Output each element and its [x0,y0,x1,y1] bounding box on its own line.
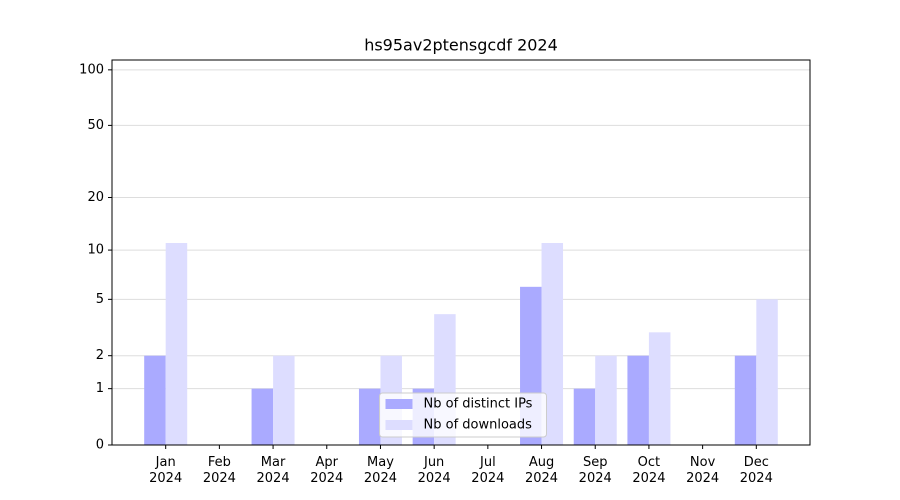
bar [541,243,564,445]
legend: Nb of distinct IPs Nb of downloads [379,392,547,438]
chart-title: hs95av2ptensgcdf 2024 [364,36,558,55]
bar [648,332,671,445]
x-tick-label: Sep 2024 [579,455,612,486]
bar [358,388,381,445]
y-tick-label: 100 [79,62,104,77]
x-tick-label: May 2024 [364,455,397,486]
bar [627,355,649,445]
x-tick-label: Dec 2024 [740,455,773,486]
y-tick-label: 2 [96,348,104,363]
x-tick-label: Mar 2024 [257,455,290,486]
legend-label: Nb of downloads [424,418,533,433]
plot-frame [111,59,811,446]
bar [165,243,188,445]
y-tick-label: 1 [96,381,104,396]
x-tick-label: Aug 2024 [525,455,558,486]
legend-box [379,392,547,438]
x-tick-label: Jan 2024 [149,455,182,486]
bar [251,388,274,445]
y-tick-label: 0 [96,438,104,453]
x-tick-label: Apr 2024 [310,455,343,486]
x-tick-label: Oct 2024 [632,455,665,486]
bar [144,355,166,445]
bar [734,355,757,445]
x-tick-label: Nov 2024 [686,455,719,486]
x-tick-label: Jun 2024 [418,455,451,486]
legend-swatch [385,420,413,430]
legend-swatch [385,399,413,409]
y-tick-label: 5 [96,292,104,307]
bar [573,388,596,445]
x-tick-label: Feb 2024 [203,455,236,486]
bar [595,355,617,445]
y-tick-label: 50 [87,118,104,133]
legend-label: Nb of distinct IPs [424,397,533,412]
y-tick-label: 20 [87,190,104,205]
bar [273,355,295,445]
x-tick-label: Jul 2024 [471,455,504,486]
bar [756,299,778,445]
y-tick-label: 10 [87,243,104,258]
